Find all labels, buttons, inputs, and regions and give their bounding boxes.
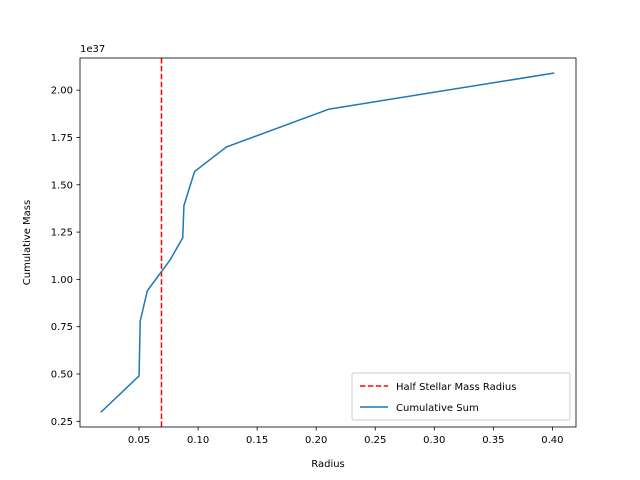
y-offset-label: 1e37 (80, 44, 105, 55)
legend-box (351, 372, 571, 421)
plot-layer (100, 58, 555, 427)
y-axis-label: Cumulative Mass (22, 200, 33, 285)
x-axis-label: Radius (311, 459, 345, 470)
y-tick-label: 1.75 (51, 133, 73, 144)
y-tick-label: 2.00 (51, 86, 73, 97)
x-tick-label: 0.05 (128, 435, 150, 446)
y-tick-label: 0.50 (51, 370, 73, 381)
y-tick-label: 0.25 (51, 417, 73, 428)
legend-label-cumulative-sum: Cumulative Sum (396, 403, 479, 414)
x-tick-label: 0.15 (246, 435, 268, 446)
x-tick-label: 0.40 (541, 435, 563, 446)
x-tick-label: 0.35 (482, 435, 504, 446)
axes-frame (79, 57, 577, 428)
x-tick-label: 0.20 (305, 435, 327, 446)
y-tick-label: 1.50 (51, 180, 73, 191)
y-tick-label: 1.25 (51, 228, 73, 239)
x-tick-label: 0.30 (423, 435, 445, 446)
ticks-layer: 0.05 0.10 0.15 0.20 0.25 0.30 0.35 0.40 0.25 0.50… (51, 86, 564, 446)
x-tick-label: 0.10 (187, 435, 209, 446)
series-line-cumulative-sum (100, 72, 555, 413)
legend-label-half-stellar-mass-radius: Half Stellar Mass Radius (396, 382, 516, 393)
x-tick-label: 0.25 (364, 435, 386, 446)
legend: Half Stellar Mass Radius Cumulative Sum (351, 372, 571, 421)
y-tick-label: 0.75 (51, 322, 73, 333)
y-tick-label: 1.00 (51, 275, 73, 286)
